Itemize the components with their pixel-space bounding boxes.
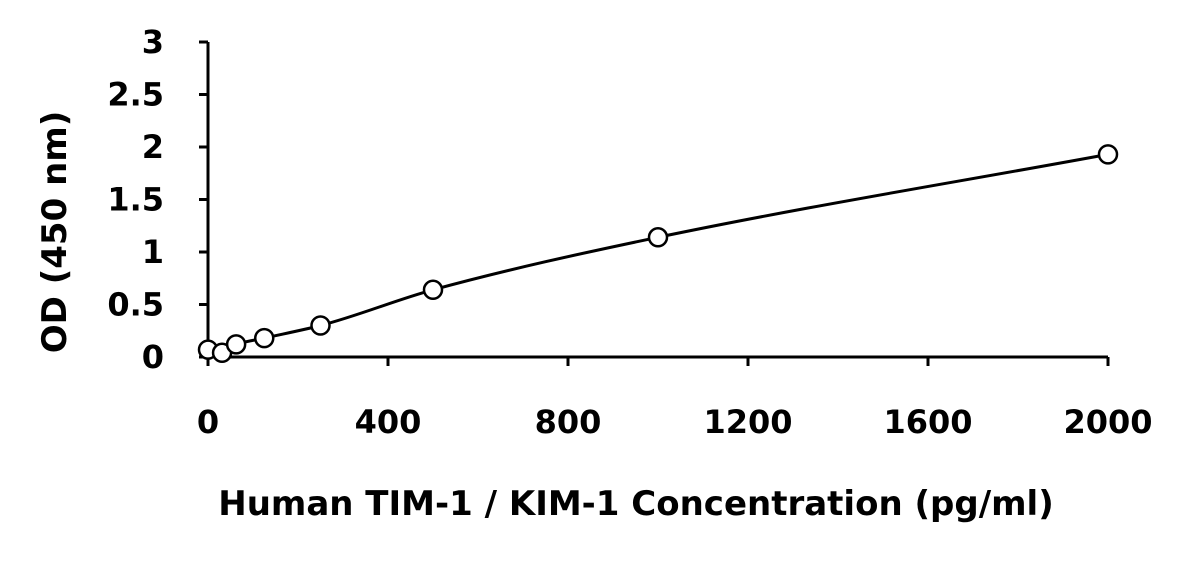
data-point-marker [1097, 144, 1119, 165]
y-tick-label: 2.5 [107, 76, 164, 114]
x-tick-label: 0 [197, 403, 219, 441]
x-tick-label: 2000 [1063, 403, 1152, 441]
y-tick-label: 1.5 [107, 181, 164, 219]
y-tick-label: 0 [142, 338, 164, 376]
y-tick-label: 1 [142, 233, 164, 271]
x-tick-label: 1600 [883, 403, 972, 441]
data-point-marker [254, 327, 275, 349]
x-axis-title: Human TIM-1 / KIM-1 Concentration (pg/ml… [218, 484, 1054, 524]
x-tick-label: 800 [535, 403, 602, 441]
x-tick-label: 400 [355, 403, 422, 441]
y-axis-title: OD (450 nm) [35, 111, 75, 353]
x-tick-label: 1200 [703, 403, 792, 441]
data-point-marker [225, 334, 247, 355]
fit-curve-line [207, 152, 1109, 355]
data-point-marker [647, 227, 669, 248]
y-axis-ticks: 0 0.5 1 1.5 2 2.5 3 [107, 23, 208, 376]
y-tick-label: 2 [142, 128, 164, 166]
y-tick-label: 3 [142, 23, 164, 61]
data-point-marker [422, 279, 444, 301]
x-axis-ticks: 0 400 800 1200 1600 2000 [197, 357, 1153, 441]
data-point-marker [310, 315, 331, 336]
data-points [197, 144, 1119, 364]
y-tick-label: 0.5 [107, 286, 164, 324]
